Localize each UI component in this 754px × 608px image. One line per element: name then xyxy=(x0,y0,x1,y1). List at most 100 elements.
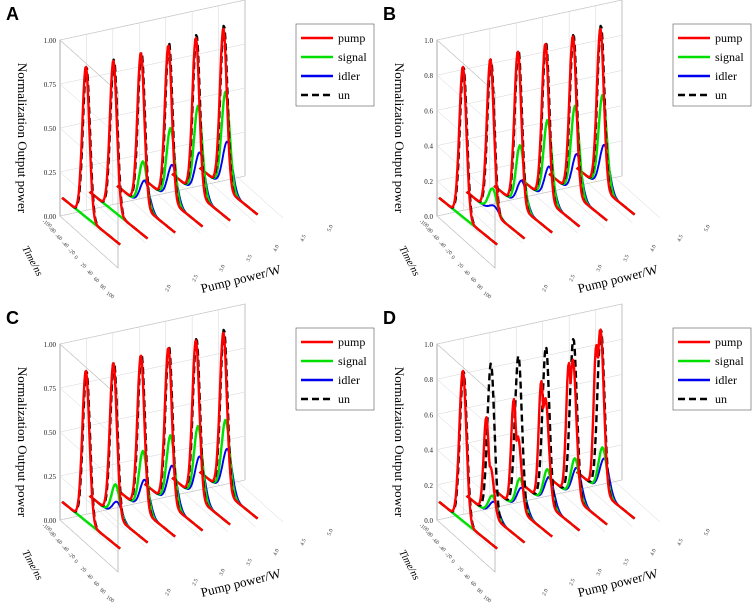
slice-1 xyxy=(61,369,121,550)
pump-tick-label: 5.0 xyxy=(703,528,711,537)
pump-tick-label: 4.0 xyxy=(649,244,657,253)
time-tick-label: 0 xyxy=(73,255,79,262)
slice-4 xyxy=(143,41,204,228)
y-axis-label: Normalization Output power xyxy=(392,63,407,214)
pump-tick-label: 2.5 xyxy=(568,578,576,587)
time-tick-label: -60 xyxy=(431,233,441,242)
legend-label-idler: idler xyxy=(715,69,737,83)
curve-pump xyxy=(493,397,553,538)
panel-letter: C xyxy=(6,308,19,328)
y-tick-label: 0.0 xyxy=(424,517,433,525)
pump-tick-label: 2.5 xyxy=(191,578,199,587)
y-tick-label: 1.00 xyxy=(44,341,57,349)
time-tick-label: 20 xyxy=(456,566,464,574)
axis-walls: 0.0 0.2 0.4 0.6 0.8 1.0 xyxy=(424,0,661,269)
panel-A: A 0.00 0.25 0.50 0.75 1.00 Normalization Outpu… xyxy=(6,0,375,301)
y-tick-label: 0.2 xyxy=(424,482,433,490)
time-axis-label: Time/ns xyxy=(19,548,44,582)
curve-pump xyxy=(548,358,608,526)
legend-label-idler: idler xyxy=(338,373,360,387)
panel-letter: B xyxy=(383,4,396,24)
x-axis-label: Pump power/W xyxy=(199,565,283,600)
x-axis-label: Pump power/W xyxy=(576,261,660,296)
time-tick-label: -80 xyxy=(47,530,57,539)
y-axis-label: Normalization Output power xyxy=(15,63,30,214)
time-tick-label: 0 xyxy=(73,559,79,566)
curve-pump xyxy=(61,369,121,550)
y-tick-label: 0.00 xyxy=(44,517,57,525)
y-tick-label: 1.0 xyxy=(424,37,433,45)
time-tick-label: 100 xyxy=(105,595,115,605)
slice-3 xyxy=(493,354,553,538)
pump-tick-label: 4.0 xyxy=(272,244,280,253)
time-tick-label: -40 xyxy=(60,240,70,249)
time-tick-label: 20 xyxy=(79,566,87,574)
y-tick-label: 0.0 xyxy=(424,213,433,221)
y-tick-label: 1.00 xyxy=(44,37,57,45)
slice-2 xyxy=(465,58,526,240)
legend-label-un: un xyxy=(338,392,350,406)
slice-1 xyxy=(61,65,121,246)
pump-tick-label: 5.0 xyxy=(326,224,334,233)
y-axis-label: Normalization Output power xyxy=(15,367,30,518)
slice-4 xyxy=(143,345,204,532)
legend: pump signal idler un xyxy=(295,23,375,107)
time-axis-label: Time/ns xyxy=(396,244,421,278)
curve-pump xyxy=(520,42,581,228)
slice-6 xyxy=(198,24,259,216)
x-axis-label: Pump power/W xyxy=(576,565,660,600)
pump-tick-label: 4.0 xyxy=(649,548,657,557)
legend: pump signal idler un xyxy=(672,327,752,411)
y-tick-label: 0.75 xyxy=(44,385,57,393)
curve-pump xyxy=(198,331,259,520)
y-axis-label: Normalization Output power xyxy=(392,367,407,518)
slice-6 xyxy=(575,24,636,216)
legend-label-signal: signal xyxy=(715,50,744,64)
pump-tick-label: 3.0 xyxy=(595,568,603,577)
time-tick-label: -20 xyxy=(443,248,453,257)
slice-5 xyxy=(548,338,608,526)
panel-D: D 0.0 0.2 0.4 0.6 0.8 1.0 Normalization Output … xyxy=(383,303,752,605)
curve-pump xyxy=(465,58,526,240)
y-tick-label: 0.6 xyxy=(424,107,433,115)
pump-tick-label: 2.0 xyxy=(541,588,549,597)
legend-label-signal: signal xyxy=(715,354,744,368)
time-tick-label: 60 xyxy=(92,580,100,588)
pump-tick-label: 5.0 xyxy=(326,528,334,537)
time-tick-label: -80 xyxy=(424,530,434,539)
time-tick-label: 20 xyxy=(79,262,87,270)
pump-tick-label: 3.0 xyxy=(218,568,226,577)
panel-B: B 0.0 0.2 0.4 0.6 0.8 1.0 Normalization Output … xyxy=(383,0,752,301)
legend-label-pump: pump xyxy=(338,31,365,45)
pump-tick-label: 5.0 xyxy=(703,224,711,233)
legend-label-signal: signal xyxy=(338,50,367,64)
time-axis-label: Time/ns xyxy=(19,244,44,278)
curve-pump xyxy=(143,346,204,532)
time-tick-label: 40 xyxy=(86,573,94,581)
pump-tick-label: 4.5 xyxy=(299,538,307,547)
pump-tick-label: 3.0 xyxy=(218,264,226,273)
slice-6 xyxy=(198,328,259,520)
x-axis-label: Pump power/W xyxy=(199,261,283,296)
slice-2 xyxy=(88,58,149,240)
slice-1 xyxy=(438,65,498,246)
time-tick-label: -20 xyxy=(66,248,76,257)
slice-6 xyxy=(575,328,636,520)
pump-tick-label: 4.5 xyxy=(299,234,307,243)
slice-4 xyxy=(520,41,581,228)
curve-pump xyxy=(438,369,498,550)
time-tick-label: 20 xyxy=(456,262,464,270)
time-tick-label: -20 xyxy=(443,552,453,561)
time-tick-label: -100 xyxy=(41,523,53,534)
slice-3 xyxy=(116,353,176,538)
time-tick-label: 80 xyxy=(98,284,106,292)
slice-5 xyxy=(171,34,231,222)
curve-pump xyxy=(116,354,176,538)
legend-label-idler: idler xyxy=(715,373,737,387)
curve-pump xyxy=(493,50,553,234)
time-tick-label: 60 xyxy=(469,276,477,284)
curve-pump xyxy=(171,36,231,222)
y-tick-label: 0.25 xyxy=(44,169,57,177)
slice-1 xyxy=(438,369,498,550)
time-tick-label: -100 xyxy=(418,219,430,230)
